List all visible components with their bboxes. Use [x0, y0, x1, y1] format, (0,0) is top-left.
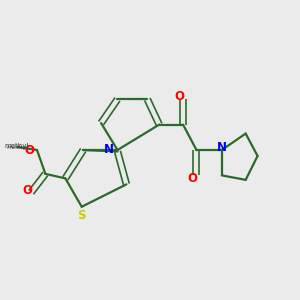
Text: methyl: methyl: [4, 143, 28, 149]
Text: S: S: [77, 208, 86, 222]
Text: N: N: [217, 141, 227, 154]
Text: O: O: [187, 172, 197, 185]
Text: methyl: methyl: [7, 145, 28, 149]
Text: O: O: [175, 90, 184, 103]
Text: N: N: [104, 142, 114, 156]
Text: O: O: [22, 184, 32, 196]
Text: O: O: [25, 143, 34, 157]
